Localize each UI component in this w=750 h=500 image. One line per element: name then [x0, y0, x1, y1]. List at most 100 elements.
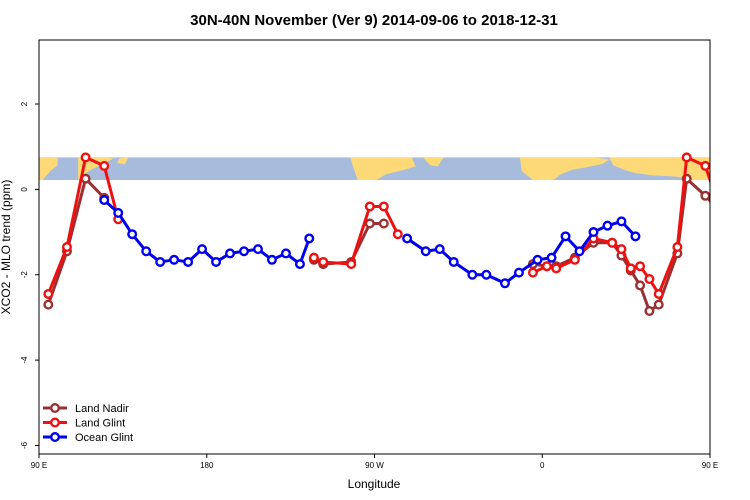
y-axis: -6 -4 -2 0 2 [20, 101, 39, 449]
data-point [616, 244, 627, 255]
data-point [541, 261, 552, 272]
legend-item: Land Nadir [43, 403, 129, 415]
data-point [169, 254, 180, 265]
data-point [378, 218, 389, 229]
data-point [616, 216, 627, 227]
legend-label: Land Nadir [75, 403, 129, 415]
data-point [602, 220, 613, 231]
land-shape [519, 157, 610, 180]
legend-item: Land Glint [43, 418, 125, 430]
data-point [569, 254, 580, 265]
data-point [734, 209, 742, 217]
legend: Land Nadir Land Glint Ocean Glint [43, 403, 133, 444]
data-point [364, 201, 375, 212]
data-point [720, 211, 728, 219]
x-tick-label: 180 [200, 461, 214, 470]
series-land-glint [43, 152, 728, 299]
data-point [155, 256, 166, 267]
x-tick-label: 90 E [702, 461, 718, 470]
x-tick-label: 0 [540, 461, 545, 470]
data-point [448, 256, 459, 267]
data-point [720, 218, 728, 226]
data-point [720, 196, 728, 204]
data-point [308, 252, 319, 263]
data-point [318, 256, 329, 267]
data-point [61, 241, 72, 252]
data-point [113, 207, 124, 218]
legend-label: Ocean Glint [75, 432, 133, 444]
data-point [420, 246, 431, 257]
data-point [672, 241, 683, 252]
data-point [546, 252, 557, 263]
series-line [46, 177, 106, 306]
legend-item: Ocean Glint [43, 432, 133, 444]
y-tick-label: -6 [20, 441, 29, 449]
series-ocean-glint [99, 195, 742, 289]
data-point [239, 246, 250, 257]
land-shape [710, 157, 729, 180]
plot-frame [38, 39, 711, 455]
data-point [294, 259, 305, 270]
data-point [197, 244, 208, 255]
data-point [630, 231, 641, 242]
legend-marker [50, 432, 61, 443]
data-point [392, 229, 403, 240]
data-point [346, 259, 357, 270]
data-point [43, 299, 54, 310]
data-point [99, 195, 110, 206]
land-shape [422, 157, 444, 167]
data-point [266, 254, 277, 265]
data-point [364, 218, 375, 229]
x-axis: 90 E 180 90 W 0 90 E [31, 454, 718, 470]
data-point [183, 256, 194, 267]
land-ocean-map-band [39, 157, 729, 180]
data-point [607, 237, 618, 248]
data-point [560, 231, 571, 242]
series-line [532, 177, 710, 313]
land-shape [78, 157, 114, 180]
data-point [280, 248, 291, 259]
data-point [434, 244, 445, 255]
data-point [700, 160, 710, 171]
data-point [481, 269, 492, 280]
data-point [700, 190, 710, 201]
data-point [127, 229, 138, 240]
data-point [43, 288, 54, 299]
data-point [644, 274, 655, 285]
data-point [99, 160, 110, 171]
data-point [681, 152, 692, 163]
data-point [588, 227, 599, 238]
data-point [625, 263, 636, 274]
data-point [644, 306, 655, 317]
legend-marker [50, 417, 61, 428]
data-point [253, 244, 264, 255]
y-axis-label: XCO2 - MLO trend (ppm) [0, 180, 13, 315]
chart-title: 30N-40N November (Ver 9) 2014-09-06 to 2… [190, 12, 558, 29]
data-point [402, 233, 413, 244]
y-tick-label: 0 [20, 187, 29, 192]
data-point [532, 254, 543, 265]
land-shape [39, 157, 58, 180]
data-point [653, 288, 664, 299]
y-tick-label: -2 [20, 271, 29, 279]
legend-marker [50, 403, 61, 414]
data-point [734, 205, 742, 213]
data-point [378, 201, 389, 212]
series-line [103, 198, 311, 266]
land-shape [117, 157, 129, 165]
data-point [527, 267, 538, 278]
series-land-nadir [43, 173, 742, 317]
data-point [141, 246, 152, 257]
x-tick-label: 90 E [31, 461, 47, 470]
data-point [574, 246, 585, 257]
data-point [635, 261, 646, 272]
series-line [406, 219, 637, 285]
y-tick-label: -4 [20, 356, 29, 364]
data-point [467, 269, 478, 280]
series-layer [43, 152, 742, 317]
y-tick-label: 2 [20, 101, 29, 106]
data-point [499, 278, 510, 289]
x-tick-label: 90 W [365, 461, 384, 470]
data-point [80, 152, 91, 163]
